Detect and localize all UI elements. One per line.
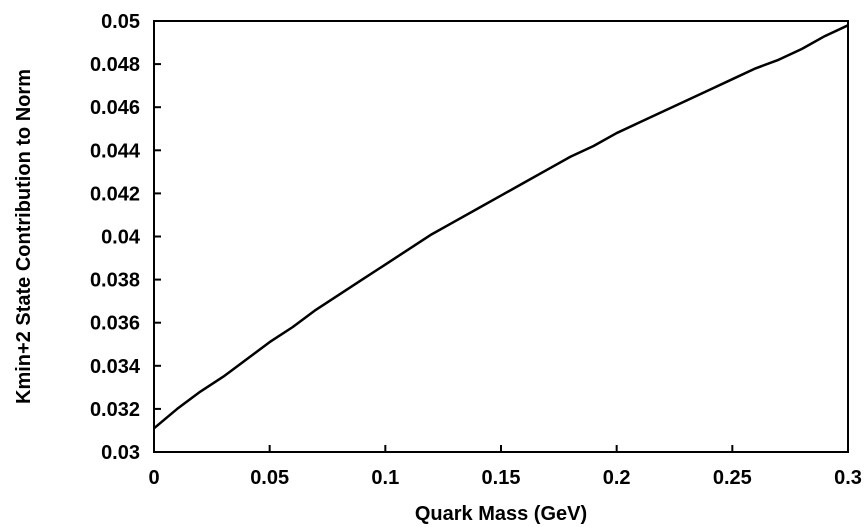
x-tick-label: 0.15 bbox=[482, 467, 521, 489]
y-tick-label: 0.048 bbox=[90, 54, 140, 76]
series-layer bbox=[153, 24, 849, 430]
y-tick-label: 0.042 bbox=[90, 183, 140, 205]
y-tick-label: 0.038 bbox=[90, 270, 140, 292]
y-tick-label: 0.032 bbox=[90, 399, 140, 421]
y-tick-label: 0.046 bbox=[90, 97, 140, 119]
x-tick-label: 0.25 bbox=[713, 467, 752, 489]
x-axis-title: Quark Mass (GeV) bbox=[415, 503, 587, 525]
y-tick-label: 0.03 bbox=[101, 442, 140, 464]
x-tick-label: 0.05 bbox=[250, 467, 289, 489]
x-tick-label: 0.3 bbox=[834, 467, 862, 489]
y-axis-ticks: 0.03 0.032 0.034 0.036 0.038 0.04 0.042 0.044 0.… bbox=[90, 11, 161, 464]
y-axis-title: Kmin+2 State Contribution to Norm bbox=[13, 69, 35, 404]
series-line bbox=[153, 24, 849, 430]
x-axis-ticks: 0 0.05 0.1 0.15 0.2 0.25 0.3 bbox=[148, 445, 862, 489]
y-tick-label: 0.034 bbox=[90, 356, 141, 378]
y-tick-label: 0.04 bbox=[101, 227, 141, 249]
y-tick-label: 0.05 bbox=[101, 11, 140, 33]
y-tick-label: 0.044 bbox=[90, 140, 141, 162]
plot-frame bbox=[153, 20, 849, 453]
x-tick-label: 0 bbox=[148, 467, 159, 489]
x-tick-label: 0.1 bbox=[371, 467, 399, 489]
y-tick-label: 0.036 bbox=[90, 313, 140, 335]
x-tick-label: 0.2 bbox=[603, 467, 631, 489]
